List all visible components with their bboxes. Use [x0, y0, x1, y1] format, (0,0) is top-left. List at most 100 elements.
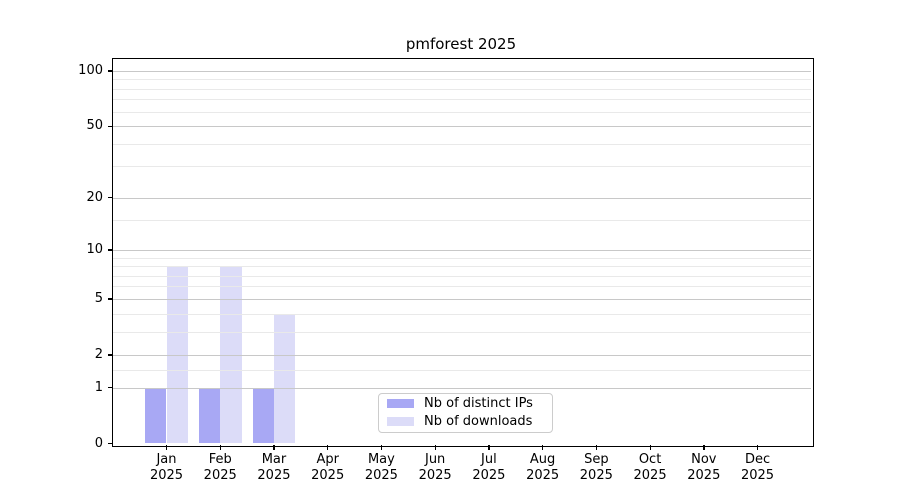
bar-downloads	[166, 266, 188, 444]
y-tick-label: 2	[94, 346, 103, 362]
x-tick-mark	[703, 444, 705, 450]
x-tick-label-month: Jan	[156, 451, 177, 467]
legend-swatch	[387, 399, 414, 408]
bar-distinct-ips	[145, 387, 167, 444]
y-gridline-minor	[112, 166, 811, 168]
y-tick-mark	[107, 387, 113, 389]
x-tick-label-month: Dec	[744, 451, 771, 467]
y-tick-label: 20	[86, 189, 103, 205]
x-tick-mark	[273, 444, 275, 450]
y-gridline-minor	[112, 369, 811, 371]
x-tick-label-year: 2025	[364, 468, 398, 483]
bar-downloads	[273, 313, 296, 444]
x-tick-label: May 2025	[349, 452, 413, 485]
y-gridline-minor	[112, 313, 811, 315]
y-tick-mark	[107, 298, 113, 300]
x-tick-mark	[542, 444, 544, 450]
y-gridline-minor	[112, 286, 811, 288]
y-tick-mark	[107, 125, 113, 127]
x-tick-label-year: 2025	[633, 468, 667, 483]
x-tick-label-year: 2025	[579, 468, 613, 483]
bar-downloads	[220, 266, 242, 444]
legend-item-downloads: Nb of downloads	[387, 414, 544, 429]
y-tick-label: 5	[94, 290, 103, 306]
x-tick-label-month: Jun	[424, 451, 446, 467]
y-tick-label: 10	[86, 241, 103, 257]
x-tick-label: Mar 2025	[242, 452, 306, 485]
y-gridline-minor	[112, 88, 811, 90]
bar-distinct-ips	[198, 387, 221, 444]
x-tick-label-month: Oct	[638, 451, 662, 467]
legend-label: Nb of distinct IPs	[424, 396, 533, 411]
x-tick-label-year: 2025	[526, 468, 560, 483]
x-tick-mark	[488, 444, 490, 450]
y-gridline-minor	[112, 79, 811, 81]
y-gridline-major	[112, 387, 811, 389]
x-tick-label: Jul 2025	[457, 452, 521, 485]
y-tick-label: 50	[86, 118, 103, 134]
y-gridline-minor	[112, 99, 811, 101]
x-tick-mark	[434, 444, 436, 450]
y-gridline-minor	[112, 219, 811, 221]
x-tick-label: Jun 2025	[403, 452, 467, 485]
x-tick-label: Oct 2025	[618, 452, 682, 485]
x-tick-label-month: Nov	[691, 451, 717, 467]
legend: Nb of distinct IPs Nb of downloads	[378, 392, 553, 433]
x-tick-label: Feb 2025	[188, 452, 252, 485]
x-tick-mark	[757, 444, 759, 450]
y-tick-mark	[107, 443, 113, 445]
y-gridline-minor	[112, 143, 811, 145]
bar-distinct-ips	[252, 387, 274, 444]
x-tick-label: Sep 2025	[564, 452, 628, 485]
x-tick-label-year: 2025	[311, 468, 345, 483]
y-tick-label: 100	[78, 62, 103, 78]
y-gridline-minor	[112, 111, 811, 113]
x-tick-label-month: Aug	[529, 451, 556, 467]
y-tick-mark	[107, 70, 113, 72]
y-gridline-minor	[112, 275, 811, 277]
y-gridline-major	[112, 298, 811, 300]
x-tick-label-month: Sep	[584, 451, 609, 467]
x-tick-label: Aug 2025	[511, 452, 575, 485]
legend-label: Nb of downloads	[424, 414, 533, 429]
x-tick-label: Nov 2025	[672, 452, 736, 485]
legend-swatch	[387, 417, 414, 426]
x-tick-mark	[219, 444, 222, 450]
x-tick-mark	[380, 444, 383, 450]
y-gridline-major	[112, 354, 811, 356]
x-tick-mark	[327, 444, 329, 450]
x-tick-label-year: 2025	[257, 468, 291, 483]
x-tick-label: Jan 2025	[135, 452, 199, 485]
y-gridline-major	[112, 126, 811, 128]
x-tick-label-year: 2025	[418, 468, 452, 483]
x-tick-label-year: 2025	[687, 468, 721, 483]
y-gridline-major	[112, 197, 811, 199]
x-tick-label: Dec 2025	[726, 452, 790, 485]
y-tick-label: 1	[94, 379, 103, 395]
x-tick-label-year: 2025	[149, 468, 184, 483]
x-tick-label-year: 2025	[740, 468, 775, 483]
y-tick-mark	[107, 249, 113, 251]
x-tick-mark	[595, 444, 598, 450]
legend-item-distinct-ips: Nb of distinct IPs	[387, 396, 544, 411]
x-tick-label-month: Feb	[208, 451, 232, 467]
x-tick-label-year: 2025	[472, 468, 506, 483]
x-tick-label-year: 2025	[203, 468, 237, 483]
y-gridline-minor	[112, 266, 811, 268]
x-tick-label-month: Mar	[261, 451, 287, 467]
y-gridline-minor	[112, 331, 811, 333]
x-tick-label-month: Apr	[316, 451, 339, 467]
y-gridline-major	[112, 249, 811, 251]
y-tick-mark	[107, 354, 113, 356]
y-tick-label: 0	[94, 435, 103, 451]
chart-title: pmforest 2025	[405, 35, 517, 53]
x-tick-label-month: Jul	[481, 451, 497, 467]
x-tick-mark	[166, 444, 168, 450]
y-tick-mark	[107, 197, 113, 199]
x-tick-label-month: May	[367, 451, 395, 467]
y-gridline-major	[112, 70, 811, 72]
x-tick-label: Apr 2025	[296, 452, 360, 485]
y-gridline-minor	[112, 257, 811, 259]
x-tick-mark	[649, 444, 651, 450]
